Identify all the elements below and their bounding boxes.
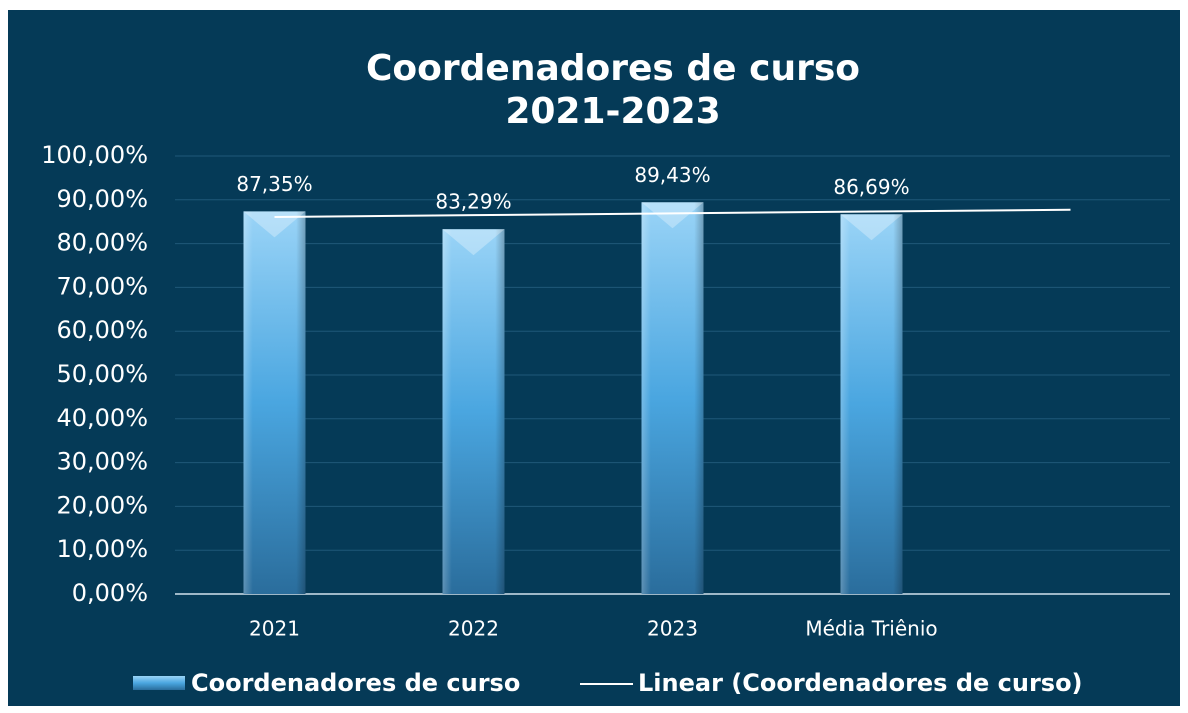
y-tick-label: 40,00% (56, 404, 148, 432)
data-label: 87,35% (236, 172, 312, 196)
bar-shade (442, 229, 505, 594)
y-tick-label: 0,00% (72, 579, 148, 607)
data-label: 83,29% (435, 190, 511, 214)
data-label: 86,69% (833, 175, 909, 199)
y-tick-label: 50,00% (56, 360, 148, 388)
legend-label: Linear (Coordenadores de curso) (638, 669, 1083, 697)
x-tick-label: 2023 (647, 617, 698, 641)
legend-label: Coordenadores de curso (191, 669, 520, 697)
y-tick-label: 10,00% (56, 535, 148, 563)
x-tick-label: 2021 (249, 617, 300, 641)
bar-bevel (243, 211, 306, 238)
legend-swatch (133, 676, 185, 690)
y-tick-label: 100,00% (41, 141, 148, 169)
x-tick-label: Média Triênio (805, 617, 937, 641)
y-tick-label: 90,00% (56, 185, 148, 213)
bar-bevel (641, 202, 704, 229)
y-tick-label: 60,00% (56, 316, 148, 344)
x-tick-label: 2022 (448, 617, 499, 641)
y-tick-label: 80,00% (56, 229, 148, 257)
y-tick-label: 30,00% (56, 448, 148, 476)
bar-shade (243, 211, 306, 595)
bar-shade (641, 202, 704, 594)
chart-background (8, 10, 1180, 706)
bar-bevel (442, 229, 505, 256)
bar-shade (840, 214, 903, 595)
chart-title: Coordenadores de curso (366, 48, 860, 89)
y-tick-label: 20,00% (56, 491, 148, 519)
data-label: 89,43% (634, 163, 710, 187)
y-tick-label: 70,00% (56, 272, 148, 300)
bar-bevel (840, 214, 903, 241)
trend-line (274, 208, 1071, 219)
chart-title: 2021-2023 (505, 91, 720, 132)
